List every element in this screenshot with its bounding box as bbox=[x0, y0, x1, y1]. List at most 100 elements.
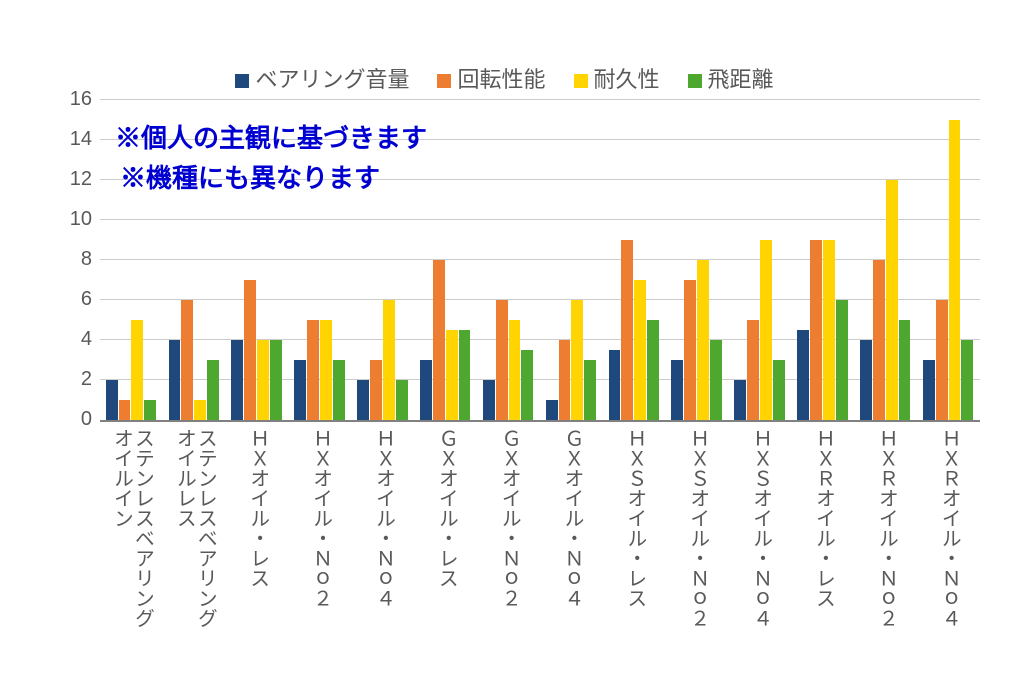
legend-item: ベアリング音量 bbox=[235, 62, 409, 94]
legend-swatch bbox=[574, 74, 588, 88]
x-tick-label: ＨＸＲオイル・Ｎｏ４ bbox=[938, 428, 959, 628]
bar bbox=[886, 180, 898, 420]
bar bbox=[899, 320, 911, 420]
y-tick-label: 10 bbox=[32, 208, 92, 231]
bar bbox=[671, 360, 683, 420]
bar bbox=[106, 380, 118, 420]
bar bbox=[571, 300, 583, 420]
bar bbox=[647, 320, 659, 420]
legend-swatch bbox=[235, 74, 249, 88]
bar bbox=[357, 380, 369, 420]
bar bbox=[257, 340, 269, 420]
y-tick-label: 2 bbox=[32, 368, 92, 391]
x-tick-label: ＨＸＳオイル・Ｎｏ４ bbox=[750, 428, 771, 628]
bar bbox=[370, 360, 382, 420]
bar bbox=[823, 240, 835, 420]
y-tick-label: 14 bbox=[32, 128, 92, 151]
bar bbox=[244, 280, 256, 420]
bar bbox=[797, 330, 809, 420]
bar bbox=[961, 340, 973, 420]
bar bbox=[144, 400, 156, 420]
y-tick-label: 16 bbox=[32, 88, 92, 111]
x-tick-label: ＧＸオイル・レス bbox=[435, 428, 456, 588]
annotation-model: ※機種にも異なります bbox=[120, 158, 380, 195]
y-tick-label: 8 bbox=[32, 248, 92, 271]
bar bbox=[420, 360, 432, 420]
bar bbox=[836, 300, 848, 420]
legend: ベアリング音量 回転性能 耐久性 飛距離 bbox=[0, 62, 1009, 94]
x-tick-label: ＨＸオイル・Ｎｏ２ bbox=[310, 428, 331, 608]
bar bbox=[307, 320, 319, 420]
legend-label: 回転性能 bbox=[457, 67, 545, 92]
legend-label: 耐久性 bbox=[594, 67, 660, 92]
y-tick-label: 0 bbox=[32, 408, 92, 431]
y-tick-label: 4 bbox=[32, 328, 92, 351]
gridline bbox=[100, 219, 980, 220]
bar bbox=[131, 320, 143, 420]
x-tick-label: ＨＸＳオイル・レス bbox=[624, 428, 645, 608]
bar bbox=[860, 340, 872, 420]
bar bbox=[936, 300, 948, 420]
bar bbox=[396, 380, 408, 420]
bearing-chart: ベアリング音量 回転性能 耐久性 飛距離 ※個人の主観に基づきます ※機種にも異なりま… bbox=[0, 0, 1009, 700]
bar bbox=[559, 340, 571, 420]
bar bbox=[634, 280, 646, 420]
gridline bbox=[100, 259, 980, 260]
bar bbox=[383, 300, 395, 420]
plot-area: ※個人の主観に基づきます ※機種にも異なります bbox=[100, 100, 980, 422]
bar bbox=[270, 340, 282, 420]
x-tick-label: ステンレスベアリングオイルレス bbox=[173, 428, 215, 628]
legend-swatch bbox=[688, 74, 702, 88]
bar bbox=[584, 360, 596, 420]
legend-item: 耐久性 bbox=[574, 62, 660, 94]
y-tick-label: 6 bbox=[32, 288, 92, 311]
legend-swatch bbox=[437, 74, 451, 88]
x-tick-label: ステンレスベアリングオイルイン bbox=[110, 428, 152, 628]
bar bbox=[734, 380, 746, 420]
bar bbox=[923, 360, 935, 420]
bar bbox=[194, 400, 206, 420]
x-tick-label: ＨＸＲオイル・レス bbox=[812, 428, 833, 608]
legend-label: ベアリング音量 bbox=[255, 67, 409, 92]
bar bbox=[747, 320, 759, 420]
bar bbox=[433, 260, 445, 420]
bar bbox=[320, 320, 332, 420]
bar bbox=[697, 260, 709, 420]
bar bbox=[949, 120, 961, 420]
x-tick-label: ＨＸＳオイル・Ｎｏ２ bbox=[687, 428, 708, 628]
bar bbox=[710, 340, 722, 420]
bar bbox=[483, 380, 495, 420]
gridline bbox=[100, 299, 980, 300]
bar bbox=[459, 330, 471, 420]
bar bbox=[333, 360, 345, 420]
bar bbox=[773, 360, 785, 420]
bar bbox=[181, 300, 193, 420]
bar bbox=[684, 280, 696, 420]
bar bbox=[496, 300, 508, 420]
x-tick-label: ＨＸオイル・レス bbox=[247, 428, 268, 588]
legend-item: 回転性能 bbox=[437, 62, 545, 94]
x-axis-labels: ステンレスベアリングオイルインステンレスベアリングオイルレス ＨＸオイル・レス ＨＸ… bbox=[100, 428, 980, 688]
legend-item: 飛距離 bbox=[688, 62, 774, 94]
legend-label: 飛距離 bbox=[708, 67, 774, 92]
bar bbox=[546, 400, 558, 420]
bar bbox=[294, 360, 306, 420]
annotation-subjective: ※個人の主観に基づきます bbox=[115, 118, 427, 155]
bar bbox=[760, 240, 772, 420]
bar bbox=[119, 400, 131, 420]
x-tick-label: ＧＸオイル・Ｎｏ４ bbox=[561, 428, 582, 608]
bar bbox=[621, 240, 633, 420]
x-tick-label: ＨＸオイル・Ｎｏ４ bbox=[372, 428, 393, 608]
bar bbox=[231, 340, 243, 420]
bar bbox=[169, 340, 181, 420]
bar bbox=[509, 320, 521, 420]
bar bbox=[207, 360, 219, 420]
bar bbox=[521, 350, 533, 420]
bar bbox=[446, 330, 458, 420]
x-tick-label: ＧＸオイル・Ｎｏ２ bbox=[498, 428, 519, 608]
gridline bbox=[100, 99, 980, 100]
bar bbox=[810, 240, 822, 420]
y-tick-label: 12 bbox=[32, 168, 92, 191]
bar bbox=[873, 260, 885, 420]
bar bbox=[609, 350, 621, 420]
